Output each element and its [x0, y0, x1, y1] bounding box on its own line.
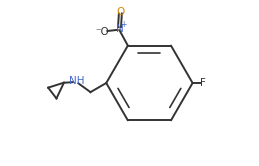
- Text: ⁻O: ⁻O: [96, 27, 109, 37]
- Text: F: F: [200, 78, 206, 88]
- Text: N: N: [116, 24, 124, 34]
- Text: +: +: [120, 20, 127, 29]
- Text: O: O: [116, 7, 125, 17]
- Text: NH: NH: [69, 76, 84, 86]
